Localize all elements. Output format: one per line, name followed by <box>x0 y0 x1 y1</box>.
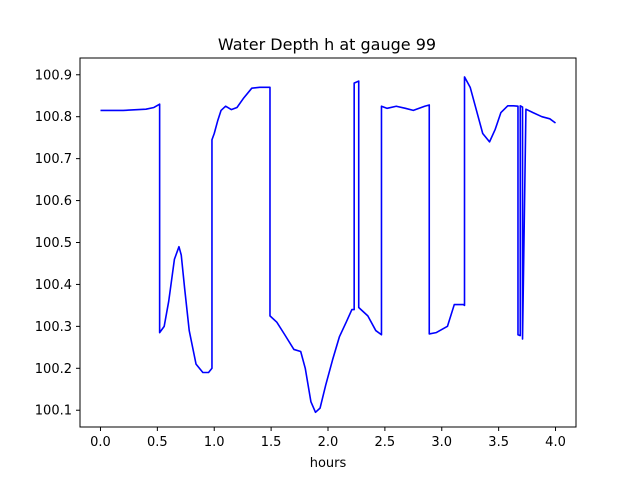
x-axis-ticks: 0.0 0.5 1.0 1.5 2.0 2.5 3.0 3.5 4.0 <box>90 427 566 450</box>
x-tick-label: 0.5 <box>147 435 168 450</box>
y-tick-label: 100.1 <box>35 404 72 419</box>
y-tick-label: 100.8 <box>35 110 72 125</box>
x-tick-label: 4.0 <box>545 435 566 450</box>
x-tick-label: 3.0 <box>431 435 452 450</box>
x-axis-label: hours <box>310 456 347 471</box>
y-tick-label: 100.6 <box>35 194 72 209</box>
y-axis-ticks: 100.1 100.2 100.3 100.4 100.5 100.6 100.7 100.8… <box>35 68 80 419</box>
x-tick-label: 1.0 <box>204 435 225 450</box>
chart-title: Water Depth h at gauge 99 <box>218 35 436 54</box>
x-tick-label: 3.5 <box>488 435 509 450</box>
series-layer <box>100 76 556 414</box>
plot-frame <box>79 57 577 428</box>
x-tick-label: 2.0 <box>318 435 339 450</box>
water-depth-series-line <box>100 76 556 414</box>
x-tick-label: 2.5 <box>375 435 396 450</box>
y-tick-label: 100.2 <box>35 362 72 377</box>
y-tick-label: 100.5 <box>35 236 72 251</box>
y-tick-label: 100.3 <box>35 320 72 335</box>
x-tick-label: 1.5 <box>261 435 282 450</box>
y-tick-label: 100.7 <box>35 152 72 167</box>
x-tick-label: 0.0 <box>90 435 111 450</box>
y-tick-label: 100.4 <box>35 278 72 293</box>
y-tick-label: 100.9 <box>35 68 72 83</box>
